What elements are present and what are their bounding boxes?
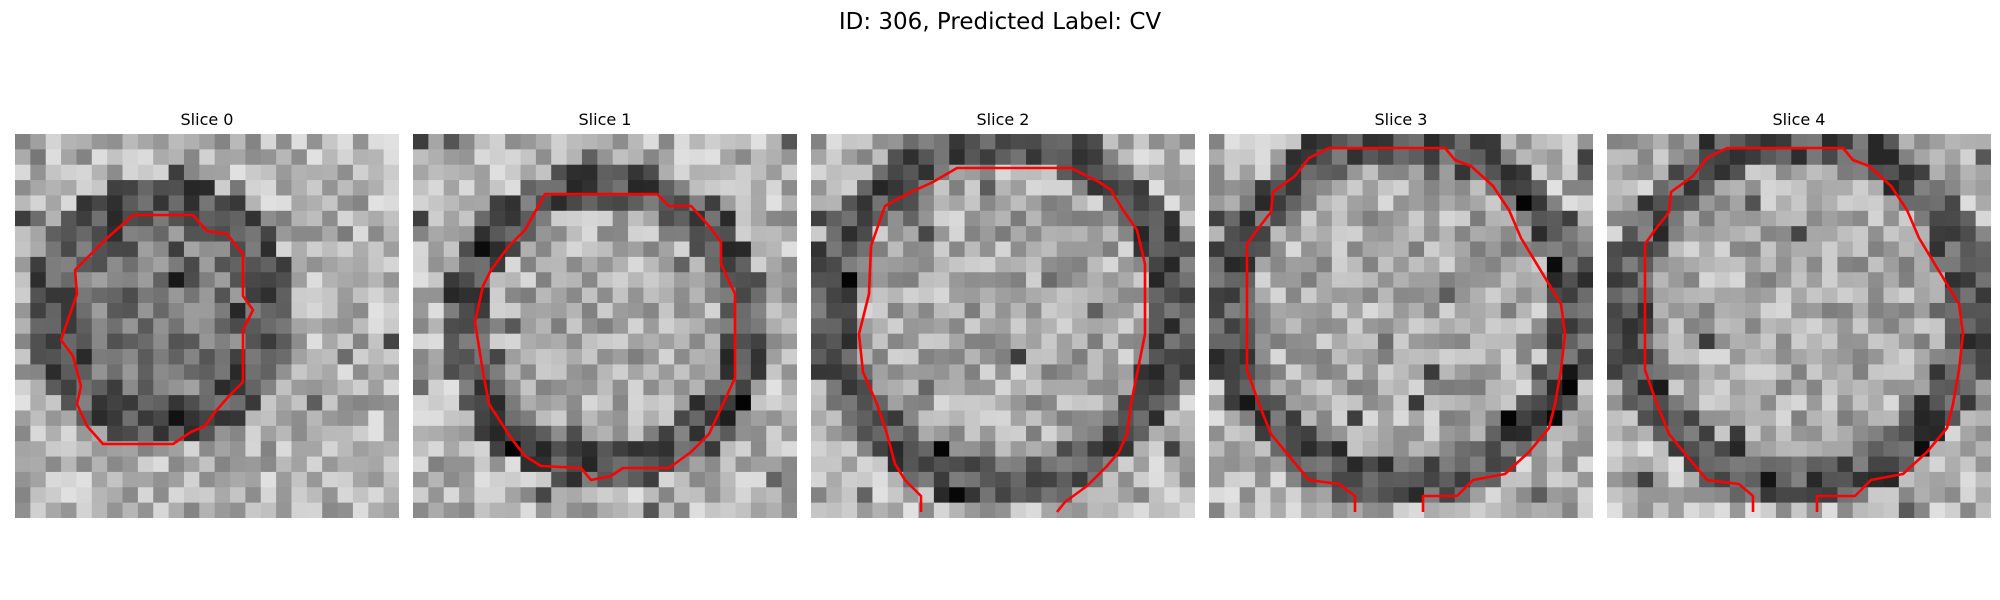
pixel-grid <box>1209 134 1593 518</box>
pixel-grid <box>413 134 797 518</box>
figure-title: ID: 306, Predicted Label: CV <box>838 9 1162 35</box>
slice-title: Slice 3 <box>1374 110 1428 129</box>
slice-title: Slice 4 <box>1772 110 1826 129</box>
slice-image <box>811 134 1195 518</box>
slice-image <box>1607 134 1991 518</box>
pixel-grid <box>1607 134 1991 518</box>
slice-image <box>1209 134 1593 518</box>
slice-title: Slice 2 <box>976 110 1030 129</box>
red-contour <box>1245 146 1567 512</box>
red-contour <box>473 192 737 482</box>
red-contour <box>857 166 1147 513</box>
slice-title: Slice 0 <box>180 110 234 129</box>
slice-image <box>15 134 399 518</box>
pixel-grid <box>811 134 1195 518</box>
red-contour <box>59 213 255 446</box>
red-contour <box>1643 146 1965 512</box>
pixel-grid <box>15 134 399 518</box>
slice-image <box>413 134 797 518</box>
slice-title: Slice 1 <box>578 110 632 129</box>
